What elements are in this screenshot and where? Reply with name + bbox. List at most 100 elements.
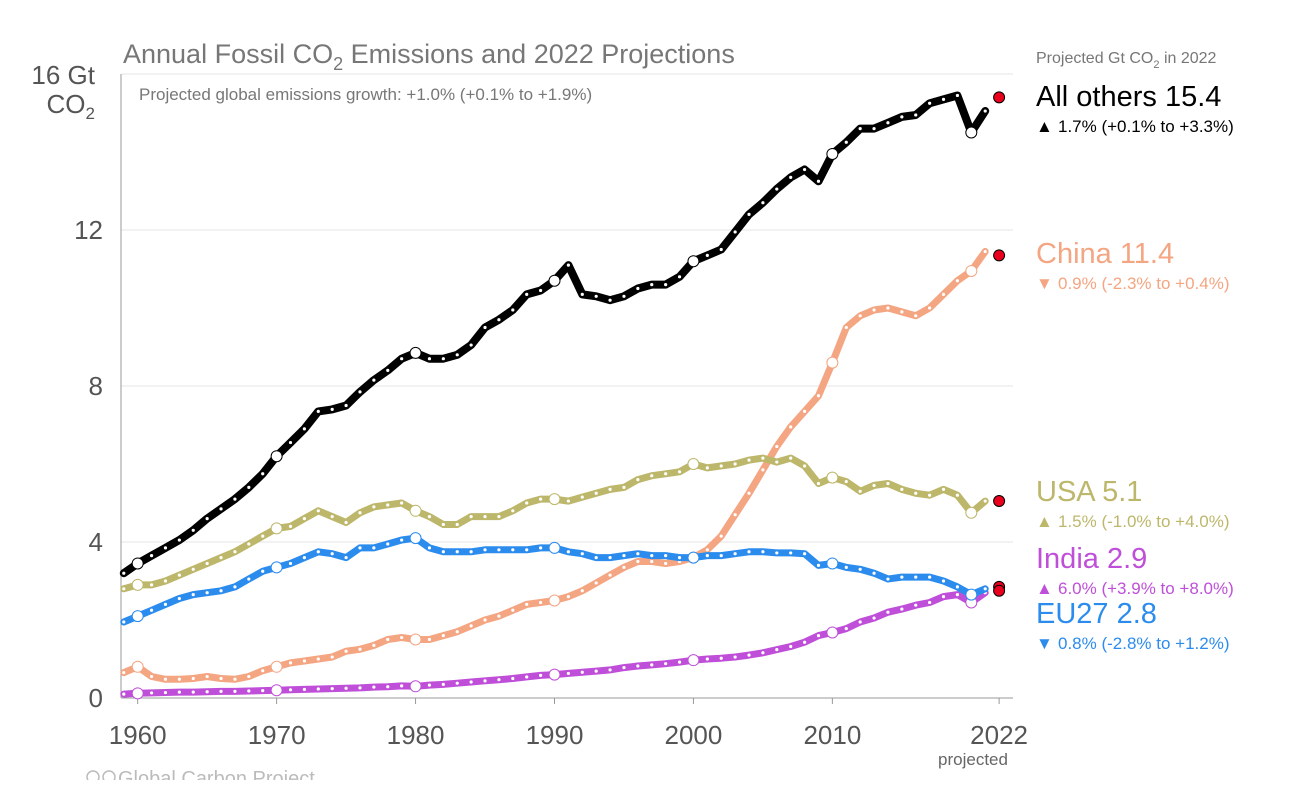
data-point-dot <box>733 655 737 659</box>
data-point-dot <box>233 550 237 554</box>
legend-name-india: India 2.9 <box>1036 543 1147 575</box>
data-point-dot <box>844 565 848 569</box>
legend-change-india: 6.0% (+3.9% to +8.0%) <box>1058 579 1234 598</box>
y-axis-unit-label: 16 Gt <box>31 60 95 90</box>
data-point-dot <box>872 308 876 312</box>
decade-marker <box>826 147 839 160</box>
data-point-dot <box>205 591 209 595</box>
decade-marker <box>548 274 561 287</box>
x-tick-label: 1960 <box>109 720 167 750</box>
x-tick-label: 2022 <box>970 720 1028 750</box>
data-point-dot <box>427 515 432 519</box>
data-point-dot <box>288 661 293 665</box>
series-usa <box>120 454 1006 593</box>
data-point-dot <box>441 550 445 554</box>
legend-change-others: 1.7% (+0.1% to +3.3%) <box>1058 117 1234 136</box>
data-point-dot <box>608 298 612 302</box>
data-point-dot <box>650 554 654 558</box>
data-point-dot <box>358 511 362 515</box>
axes <box>120 74 1013 699</box>
data-point-dot <box>816 481 821 486</box>
data-point-dot <box>677 275 682 279</box>
data-point-dot <box>844 325 848 330</box>
data-point-dot <box>316 509 320 513</box>
data-point-dot <box>163 690 168 695</box>
legend-change-arrow: ▲ <box>1036 117 1053 136</box>
data-point-dot <box>483 325 487 330</box>
data-point-dot <box>400 538 404 542</box>
data-point-dot <box>928 600 932 605</box>
decade-marker <box>965 506 978 519</box>
decade-marker <box>826 471 839 484</box>
data-point-dot <box>316 550 320 554</box>
data-point-dot <box>358 390 362 394</box>
data-point-dot <box>191 528 195 532</box>
data-point-dot <box>955 493 960 497</box>
data-point-dot <box>914 113 918 117</box>
data-point-dot <box>441 522 445 527</box>
data-point-dot <box>886 306 890 310</box>
data-point-dot <box>386 685 390 689</box>
data-point-dot <box>316 657 320 661</box>
data-point-dot <box>386 637 390 642</box>
data-point-dot <box>775 444 779 449</box>
data-point-dot <box>149 608 154 612</box>
data-point-dot <box>469 515 473 519</box>
legend-change-usa: 1.5% (-1.0% to +4.0%) <box>1058 512 1230 531</box>
chart-subtitle: Projected global emissions growth: +1.0%… <box>139 85 592 104</box>
x-tick-note: projected <box>938 750 1008 769</box>
decade-marker <box>270 561 283 574</box>
data-point-dot <box>705 548 709 552</box>
data-point-dot <box>455 550 459 554</box>
projection-marker-eu <box>993 584 1006 597</box>
data-point-dot <box>205 561 209 566</box>
data-point-dot <box>386 542 390 546</box>
data-point-dot <box>983 109 987 113</box>
data-point-dot <box>483 548 487 552</box>
data-point-dot <box>288 561 293 566</box>
data-point-dot <box>858 620 862 624</box>
data-point-dot <box>650 474 654 478</box>
data-point-dot <box>802 464 807 468</box>
data-point-dot <box>497 678 501 682</box>
data-point-dot <box>664 472 668 476</box>
data-point-dot <box>566 595 570 599</box>
decade-marker <box>548 668 561 681</box>
data-point-dot <box>539 497 543 501</box>
data-point-dot <box>330 552 334 556</box>
data-point-dot <box>247 577 251 581</box>
data-point-dot <box>914 603 918 607</box>
data-point-dot <box>705 657 709 661</box>
data-point-dot <box>149 691 154 695</box>
data-point-dot <box>664 554 668 558</box>
decade-marker <box>270 660 283 673</box>
data-point-dot <box>344 520 348 525</box>
data-point-dot <box>941 487 946 491</box>
data-point-dot <box>400 684 404 688</box>
data-point-dot <box>261 534 265 538</box>
data-point-dot <box>622 565 626 569</box>
data-point-dot <box>219 507 223 511</box>
data-point-dot <box>372 643 376 647</box>
decade-marker <box>687 255 700 268</box>
legend-header: Projected Gt CO2 in 2022 <box>1036 50 1217 71</box>
data-point-dot <box>664 561 668 566</box>
data-point-dot <box>163 602 168 607</box>
data-point-dot <box>886 481 890 486</box>
data-point-dot <box>928 306 932 310</box>
decade-marker <box>826 626 839 639</box>
data-point-dot <box>622 554 626 558</box>
data-point-dot <box>288 440 293 445</box>
data-point-dot <box>941 97 946 101</box>
data-point-dot <box>941 595 946 599</box>
data-point-dot <box>497 614 501 618</box>
data-point-dot <box>455 522 459 527</box>
data-point-dot <box>775 551 779 555</box>
data-point-dot <box>872 616 876 620</box>
data-point-dot <box>261 688 265 693</box>
data-point-dot <box>789 175 793 179</box>
data-point-dot <box>594 669 598 673</box>
data-point-dot <box>719 554 723 558</box>
data-point-dot <box>705 253 709 257</box>
